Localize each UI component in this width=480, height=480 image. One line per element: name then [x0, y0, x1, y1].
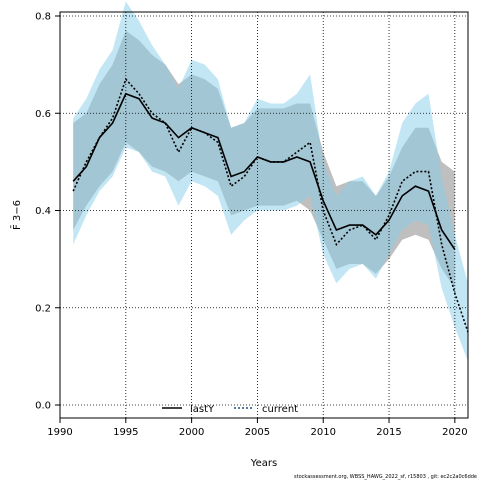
y-axis-label: F̄ 3−6: [10, 200, 23, 230]
band-current: [73, 1, 468, 362]
x-tick-label: 2000: [179, 427, 204, 438]
legend: lastY current: [162, 404, 298, 415]
footer-credit: stockassessment.org, WBSS_HAWG_2022_sf, …: [294, 474, 477, 480]
x-tick-label: 2020: [442, 427, 467, 438]
x-axis-label: Years: [250, 458, 277, 469]
x-tick-label: 2010: [310, 427, 335, 438]
y-tick-label: 0.4: [35, 206, 51, 217]
line-current: [72, 77, 469, 333]
x-tick-label: 1990: [47, 427, 72, 438]
plot-frame: [59, 11, 469, 419]
line-lastY: [72, 92, 456, 250]
x-tick-label: 2005: [245, 427, 270, 438]
y-tick-label: 0.0: [35, 401, 51, 412]
y-tick-label: 0.2: [35, 303, 51, 314]
x-tick-label: 1995: [113, 427, 138, 438]
x-axis: 1990 1995 2000 2005 2010 2015 2020: [47, 418, 468, 438]
legend-label-current: current: [262, 404, 298, 415]
x-tick-label: 2015: [376, 427, 401, 438]
grid-lines: [59, 12, 468, 418]
confidence-bands: [73, 1, 468, 362]
legend-label-lastY: lastY: [190, 404, 215, 415]
y-tick-label: 0.8: [35, 12, 51, 23]
series-lines: [72, 77, 469, 333]
y-tick-label: 0.6: [35, 109, 51, 120]
y-axis: 0.0 0.2 0.4 0.6 0.8: [35, 12, 60, 412]
